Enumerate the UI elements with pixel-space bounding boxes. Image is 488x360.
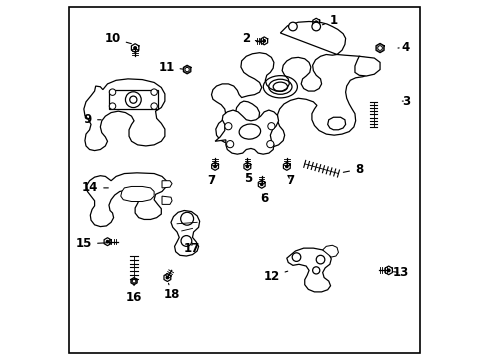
- Text: 7: 7: [286, 174, 294, 187]
- Text: 2: 2: [241, 32, 259, 45]
- Polygon shape: [162, 196, 172, 204]
- Text: 4: 4: [397, 41, 409, 54]
- Text: 8: 8: [343, 163, 363, 176]
- Circle shape: [129, 96, 137, 103]
- Polygon shape: [215, 110, 278, 154]
- Text: 1: 1: [322, 14, 337, 27]
- Text: 5: 5: [244, 172, 252, 185]
- Circle shape: [106, 240, 108, 243]
- Circle shape: [263, 40, 265, 42]
- Polygon shape: [86, 173, 166, 226]
- Circle shape: [109, 89, 116, 95]
- Text: 13: 13: [392, 266, 408, 279]
- Circle shape: [180, 212, 193, 225]
- Polygon shape: [322, 245, 338, 257]
- Circle shape: [311, 22, 320, 31]
- Polygon shape: [83, 79, 164, 150]
- Text: 9: 9: [83, 113, 101, 126]
- Polygon shape: [327, 117, 345, 130]
- Circle shape: [224, 123, 231, 130]
- Text: 12: 12: [263, 270, 287, 283]
- Polygon shape: [109, 90, 158, 109]
- Text: 10: 10: [104, 32, 131, 45]
- Circle shape: [314, 21, 317, 23]
- Circle shape: [134, 47, 136, 49]
- Circle shape: [292, 253, 300, 261]
- Circle shape: [245, 165, 248, 167]
- Circle shape: [125, 92, 141, 108]
- Polygon shape: [171, 211, 199, 256]
- Circle shape: [285, 165, 287, 167]
- Text: 14: 14: [81, 181, 108, 194]
- Text: 6: 6: [260, 192, 268, 205]
- Circle shape: [151, 103, 157, 109]
- Circle shape: [288, 22, 297, 31]
- Circle shape: [312, 267, 319, 274]
- Circle shape: [226, 140, 233, 148]
- Text: 17: 17: [183, 242, 199, 255]
- Circle shape: [151, 89, 157, 95]
- Polygon shape: [162, 181, 172, 188]
- Circle shape: [109, 103, 116, 109]
- Circle shape: [316, 255, 324, 264]
- Circle shape: [266, 140, 273, 148]
- Circle shape: [181, 235, 191, 246]
- Circle shape: [386, 269, 389, 272]
- Circle shape: [260, 183, 263, 185]
- Text: 7: 7: [207, 174, 215, 187]
- Circle shape: [213, 165, 216, 167]
- Polygon shape: [121, 186, 154, 202]
- Polygon shape: [286, 248, 330, 292]
- Ellipse shape: [239, 124, 260, 139]
- Circle shape: [267, 123, 274, 130]
- Polygon shape: [354, 56, 379, 76]
- Text: 15: 15: [76, 237, 106, 250]
- Text: 16: 16: [125, 284, 142, 304]
- Text: 3: 3: [401, 95, 409, 108]
- Circle shape: [166, 276, 168, 279]
- Text: 11: 11: [158, 60, 183, 73]
- Text: 18: 18: [163, 283, 180, 301]
- Polygon shape: [211, 22, 373, 147]
